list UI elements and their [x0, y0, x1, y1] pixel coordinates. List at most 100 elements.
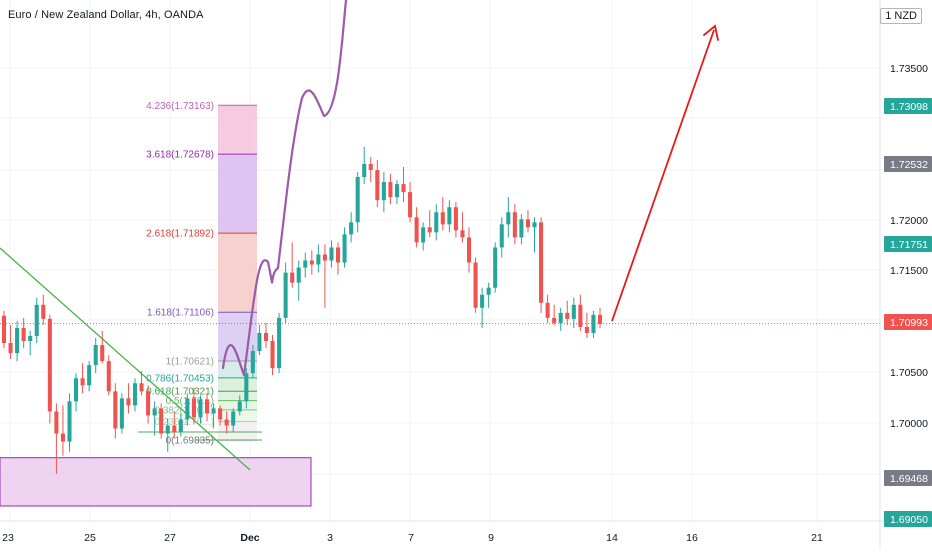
candle[interactable] [440, 212, 445, 225]
candle[interactable] [237, 401, 242, 412]
candle[interactable] [290, 272, 295, 283]
candle[interactable] [414, 217, 419, 243]
candle[interactable] [473, 262, 478, 308]
candle[interactable] [584, 326, 589, 333]
candle[interactable] [244, 373, 249, 402]
candle[interactable] [525, 219, 530, 228]
candle[interactable] [191, 398, 196, 418]
candle[interactable] [394, 184, 399, 198]
candle[interactable] [401, 184, 406, 193]
candle[interactable] [408, 192, 413, 218]
candle[interactable] [119, 398, 124, 429]
candle[interactable] [578, 304, 583, 327]
candle[interactable] [447, 207, 452, 225]
candle[interactable] [93, 345, 98, 366]
candle[interactable] [375, 169, 380, 201]
candle[interactable] [453, 207, 458, 231]
projection-curve[interactable] [221, 0, 348, 377]
candle[interactable] [139, 383, 144, 392]
candle[interactable] [322, 254, 327, 261]
candle[interactable] [263, 332, 269, 342]
candle[interactable] [159, 408, 164, 434]
candle[interactable] [15, 327, 20, 354]
candle[interactable] [146, 391, 151, 416]
candle[interactable] [80, 378, 85, 386]
candle[interactable] [28, 335, 33, 342]
candle[interactable] [421, 227, 426, 243]
candle[interactable] [486, 287, 491, 295]
trend-line[interactable] [0, 247, 251, 471]
candle[interactable] [381, 182, 386, 201]
candle[interactable] [349, 222, 354, 235]
candle[interactable] [211, 408, 216, 414]
candle[interactable] [460, 230, 465, 238]
candle[interactable] [165, 425, 170, 434]
candle[interactable] [329, 247, 334, 261]
candle[interactable] [519, 219, 524, 238]
candle[interactable] [205, 399, 210, 414]
candle[interactable] [21, 327, 26, 342]
currency-badge[interactable]: 1 NZD [880, 8, 922, 24]
candle[interactable] [493, 247, 498, 288]
candle[interactable] [152, 408, 157, 416]
candle[interactable] [565, 312, 570, 319]
candle[interactable] [231, 411, 236, 426]
candle[interactable] [47, 318, 52, 412]
candle[interactable] [480, 294, 485, 308]
candle[interactable] [342, 234, 347, 263]
candle[interactable] [8, 343, 13, 354]
candle[interactable] [54, 411, 59, 434]
demand-zone[interactable] [0, 457, 312, 507]
candle[interactable] [270, 341, 275, 369]
candle[interactable] [296, 267, 301, 283]
candle[interactable] [532, 222, 537, 228]
candle[interactable] [539, 222, 544, 303]
candle[interactable] [571, 304, 576, 319]
candle[interactable] [224, 419, 229, 426]
candle[interactable] [506, 212, 511, 225]
candle[interactable] [277, 317, 282, 369]
candle[interactable] [60, 433, 65, 442]
candle[interactable] [368, 163, 373, 170]
candle[interactable] [132, 383, 138, 406]
candle[interactable] [41, 304, 46, 319]
candle[interactable] [558, 312, 563, 323]
candle[interactable] [1, 315, 7, 344]
target-arrow[interactable] [611, 29, 715, 322]
candle[interactable] [466, 237, 472, 263]
candle[interactable] [218, 408, 223, 420]
candle[interactable] [427, 227, 432, 233]
candle[interactable] [362, 163, 367, 178]
candle[interactable] [257, 332, 262, 352]
candle[interactable] [283, 272, 288, 318]
candle[interactable] [178, 419, 183, 432]
fib-level-label: 0.5(1.70...) [166, 396, 214, 407]
candle[interactable] [355, 177, 360, 223]
candle[interactable] [597, 314, 603, 324]
candle[interactable] [106, 361, 111, 392]
candle[interactable] [250, 351, 255, 374]
candle[interactable] [172, 425, 177, 432]
candle[interactable] [126, 398, 131, 406]
candle[interactable] [434, 212, 439, 233]
candle[interactable] [185, 398, 190, 420]
candle[interactable] [87, 365, 92, 386]
candle[interactable] [100, 345, 105, 362]
candle[interactable] [388, 182, 393, 198]
candle[interactable] [591, 314, 596, 333]
candle[interactable] [198, 399, 203, 418]
candle[interactable] [34, 304, 39, 336]
candle[interactable] [309, 260, 314, 265]
candle[interactable] [67, 401, 72, 442]
candle[interactable] [545, 302, 550, 318]
candle[interactable] [499, 224, 504, 248]
candle[interactable] [552, 317, 557, 323]
candle[interactable] [113, 391, 118, 429]
candle[interactable] [335, 247, 341, 263]
candle[interactable] [512, 212, 517, 238]
candle[interactable] [316, 254, 321, 265]
candle[interactable] [303, 260, 308, 268]
candle[interactable] [74, 378, 79, 402]
